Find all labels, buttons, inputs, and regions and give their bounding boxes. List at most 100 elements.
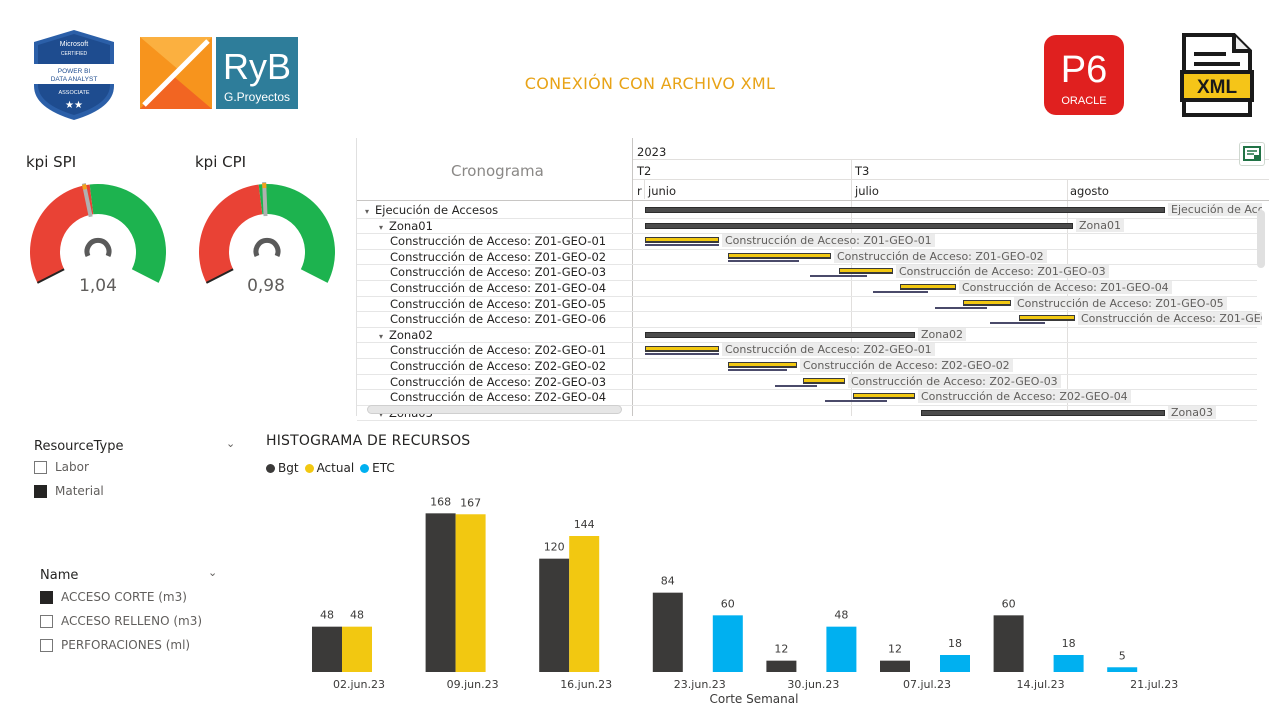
bar-bgt[interactable] xyxy=(766,660,797,672)
legend-item-etc[interactable]: ETC xyxy=(360,461,395,475)
data-label: 48 xyxy=(834,609,848,622)
gantt-row-label[interactable]: Construcción de Acceso: Z01-GEO-06 xyxy=(390,312,607,327)
gantt-baseline-bar xyxy=(825,400,887,403)
expand-toggle-icon[interactable]: ▾ xyxy=(379,222,384,232)
expand-toggle-icon[interactable]: ▾ xyxy=(379,331,384,341)
bar-actual[interactable] xyxy=(455,514,486,672)
gantt-row-label[interactable]: ▾ Zona02 xyxy=(379,327,433,342)
gantt-row-label[interactable]: Construcción de Acceso: Z02-GEO-02 xyxy=(390,359,607,373)
gantt-task-bar[interactable] xyxy=(728,362,797,368)
gantt-baseline-bar xyxy=(728,259,799,262)
gantt-vertical-scrollbar[interactable] xyxy=(1257,210,1265,268)
gantt-task-bar[interactable] xyxy=(839,268,893,275)
gantt-task-bar[interactable] xyxy=(853,393,915,400)
slicer-item-labor[interactable]: Labor xyxy=(34,460,89,474)
gantt-row-label[interactable]: Construcción de Acceso: Z02-GEO-03 xyxy=(390,374,607,389)
gantt-baseline-bar xyxy=(728,369,787,371)
gantt-task-bar[interactable] xyxy=(645,346,719,353)
slicer-item-perforaciones[interactable]: PERFORACIONES (ml) xyxy=(40,638,190,652)
gantt-bar-label: Construcción de Acceso: Z01-GEO-05 xyxy=(1014,296,1227,310)
gantt-row-label[interactable]: Construcción de Acceso: Z01-GEO-03 xyxy=(390,265,607,280)
bar-bgt[interactable] xyxy=(880,660,910,672)
slicer-item-material[interactable]: Material xyxy=(34,484,104,498)
bar-actual[interactable] xyxy=(569,536,600,672)
gantt-summary-bar[interactable] xyxy=(645,207,1165,213)
gantt-bar-label: Construcción de Acceso: Z01-GEO-01 xyxy=(722,234,935,248)
gantt-divider xyxy=(632,138,633,416)
bar-bgt[interactable] xyxy=(312,626,342,672)
gantt-bar-label: Construcción de Acceso: Z01-GEO-03 xyxy=(896,265,1109,279)
kpi-cpi-title: kpi CPI xyxy=(195,153,247,171)
slicer-item-acceso-corte[interactable]: ACCESO CORTE (m3) xyxy=(40,590,187,604)
data-label: 48 xyxy=(320,609,334,622)
checkbox[interactable] xyxy=(34,484,47,498)
gantt-row-label[interactable]: Construcción de Acceso: Z01-GEO-01 xyxy=(390,234,607,249)
bar-bgt[interactable] xyxy=(993,615,1024,672)
gantt-task-bar[interactable] xyxy=(645,237,719,244)
expand-toggle-icon[interactable]: ▾ xyxy=(379,409,384,419)
histogram-chart: 48 48 02.jun.23 168 167 09.jun.23 120 144 16.jun… xyxy=(312,495,1178,706)
gantt-bar-label: Construcción de Acceso: Z01-GEO-04 xyxy=(959,281,1172,294)
gantt-quarter-t3: T3 xyxy=(855,164,870,178)
gantt-quarter-t2: T2 xyxy=(637,164,652,178)
svg-text:RyB: RyB xyxy=(223,46,291,87)
x-tick-label: 07.jul.23 xyxy=(903,678,951,691)
bar-etc[interactable] xyxy=(826,626,857,672)
x-axis-label: Corte Semanal xyxy=(710,692,799,706)
gantt-baseline-bar xyxy=(935,306,987,309)
gantt-row-label[interactable]: ▾ Ejecución de Accesos xyxy=(365,203,499,217)
legend-item-bgt[interactable]: Bgt xyxy=(266,461,299,475)
gantt-summary-bar[interactable] xyxy=(921,409,1165,416)
svg-text:XML: XML xyxy=(1197,77,1238,98)
gantt-summary-bar[interactable] xyxy=(645,331,915,338)
gantt-row-label[interactable]: ▾ Zona01 xyxy=(379,218,433,233)
bar-etc[interactable] xyxy=(940,655,970,672)
checkbox[interactable] xyxy=(40,590,53,604)
bar-etc[interactable] xyxy=(1053,655,1084,672)
gantt-row-label[interactable]: Construcción de Acceso: Z01-GEO-02 xyxy=(390,249,607,264)
bar-etc[interactable] xyxy=(1107,667,1138,672)
bar-actual[interactable] xyxy=(342,626,372,672)
primavera-p6-logo: P6 ORACLE xyxy=(1043,34,1125,116)
bar-etc[interactable] xyxy=(712,615,743,672)
bar-bgt[interactable] xyxy=(425,513,456,672)
svg-text:DATA ANALYST: DATA ANALYST xyxy=(51,76,98,83)
gantt-bar-label: Zona03 xyxy=(1168,405,1216,419)
svg-text:POWER BI: POWER BI xyxy=(58,68,91,75)
checkbox[interactable] xyxy=(40,638,53,652)
legend-item-actual[interactable]: Actual xyxy=(304,461,354,475)
gantt-row-label[interactable]: Construcción de Acceso: Z02-GEO-01 xyxy=(390,343,607,358)
kpi-spi-value-marker xyxy=(82,184,87,190)
x-tick-label: 23.jun.23 xyxy=(674,678,726,691)
data-label: 18 xyxy=(1062,637,1076,650)
checkbox[interactable] xyxy=(34,460,47,474)
bar-bgt[interactable] xyxy=(539,558,570,672)
svg-text:ORACLE: ORACLE xyxy=(1061,95,1106,107)
gantt-bar-label: Ejecución de Accesos xyxy=(1168,203,1262,216)
gantt-task-bar[interactable] xyxy=(963,299,1011,306)
gantt-task-bar[interactable] xyxy=(1019,315,1075,322)
expand-toggle-icon[interactable]: ▾ xyxy=(365,207,370,216)
x-tick-label: 09.jun.23 xyxy=(447,678,499,691)
data-label: 5 xyxy=(1119,649,1126,662)
gantt-bar-label: Construcción de Acceso: Z02-GEO-02 xyxy=(800,359,1013,372)
gantt-row-label[interactable]: Construcción de Acceso: Z01-GEO-05 xyxy=(390,296,607,311)
gantt-summary-bar[interactable] xyxy=(645,222,1073,229)
slicer-item-acceso-relleno[interactable]: ACCESO RELLENO (m3) xyxy=(40,614,202,628)
gantt-baseline-bar xyxy=(775,384,817,387)
gantt-row-label[interactable]: Construcción de Acceso: Z01-GEO-04 xyxy=(390,281,607,295)
gantt-horizontal-scrollbar[interactable] xyxy=(367,405,622,414)
gantt-task-bar[interactable] xyxy=(900,284,956,290)
gantt-baseline-bar xyxy=(645,244,719,247)
kpi-spi-title: kpi SPI xyxy=(26,153,77,171)
chevron-down-icon[interactable]: ⌄ xyxy=(208,566,218,579)
checkbox[interactable] xyxy=(40,614,53,628)
gantt-task-bar[interactable] xyxy=(728,252,831,259)
gantt-export-button[interactable] xyxy=(1239,142,1265,166)
svg-text:P6: P6 xyxy=(1061,49,1107,91)
chevron-down-icon[interactable]: ⌄ xyxy=(226,437,236,450)
gantt-row-label[interactable]: Construcción de Acceso: Z02-GEO-04 xyxy=(390,390,607,405)
power-bi-certification-badge: Microsoft CERTIFIED POWER BI DATA ANALYS… xyxy=(28,28,120,122)
bar-bgt[interactable] xyxy=(652,592,683,672)
gantt-task-bar[interactable] xyxy=(803,377,845,384)
